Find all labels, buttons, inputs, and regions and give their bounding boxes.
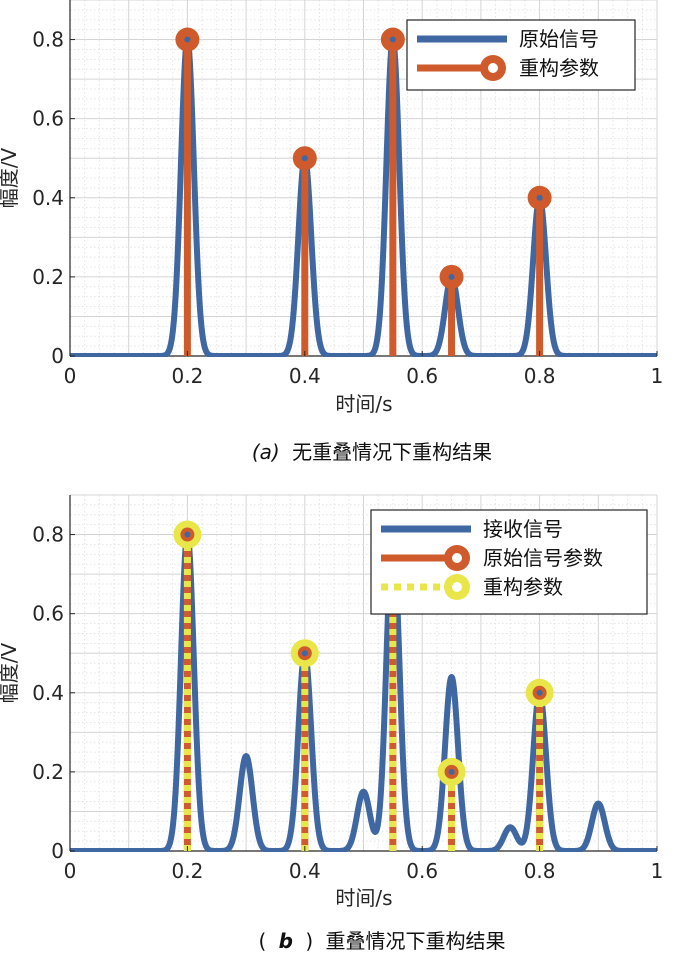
chart-a-stem-marker-dot-4 [448, 273, 455, 280]
chart-b-legend-label-2: 原始信号参数 [483, 546, 603, 570]
chart-b-x-tick-label: 0 [64, 859, 77, 883]
chart-b-legend-label-3: 重构参数 [483, 575, 563, 599]
chart-b-x-tick-label: 0.6 [406, 859, 438, 883]
chart-b-y-tick-label: 0.4 [32, 681, 64, 705]
chart-b-y-tick-label: 0.8 [32, 523, 64, 547]
chart-a-y-tick-label: 0.4 [32, 186, 64, 210]
chart-b: 0 0.2 0.4 0.6 0.8 1 0 0.2 0.4 0.6 0.8 时间/s 幅度/V 接收… [0, 494, 663, 953]
chart-b-x-tick-label: 0.8 [524, 859, 556, 883]
chart-b-caption-open: ( [258, 929, 266, 953]
chart-a-legend-marker-hole-2 [488, 63, 498, 73]
chart-b-x-tick-label: 1 [651, 859, 664, 883]
chart-b-caption: ( b ) 重叠情况下重构结果 [258, 929, 505, 953]
chart-b-dotted-marker-dot-4 [448, 768, 455, 775]
chart-b-y-tick-label: 0.6 [32, 602, 64, 626]
chart-a-caption: (a) 无重叠情况下重构结果 [252, 440, 492, 464]
chart-b-tick-labels: 0 0.2 0.4 0.6 0.8 1 0 0.2 0.4 0.6 0.8 [32, 523, 663, 883]
chart-a-plot-area [70, 27, 658, 357]
chart-a-stem-marker-dot-2 [301, 155, 308, 162]
chart-a-stem-marker-dot-1 [184, 36, 191, 43]
chart-a-x-tick-label: 0.2 [171, 364, 203, 388]
chart-a-y-tick-label: 0.6 [32, 107, 64, 131]
chart-a-stem-marker-dot-3 [389, 36, 396, 43]
chart-b-legend-label-1: 接收信号 [483, 517, 563, 541]
chart-a-stem-marker-dot-5 [536, 194, 543, 201]
chart-a-x-tick-label: 0 [64, 364, 77, 388]
chart-a-x-tick-label: 1 [651, 364, 664, 388]
chart-a-x-tick-label: 0.6 [406, 364, 438, 388]
chart-a-caption-label: (a) [252, 440, 280, 464]
chart-b-dotted-marker-dot-5 [536, 689, 543, 696]
chart-b-legend-marker-hole-2 [452, 553, 462, 563]
chart-b-legend-marker-hole-3 [452, 582, 462, 592]
chart-b-ylabel: 幅度/V [0, 642, 21, 703]
chart-a-legend-box [406, 19, 636, 91]
chart-a-legend-label-1: 原始信号 [519, 27, 599, 51]
chart-b-caption-text: 重叠情况下重构结果 [326, 929, 506, 953]
chart-a-series-1-line [70, 36, 658, 357]
chart-b-series-1-line [70, 531, 658, 852]
chart-a-y-tick-label: 0.8 [32, 28, 64, 52]
chart-a-y-tick-label: 0 [51, 344, 64, 368]
chart-b-caption-close: ) [305, 929, 313, 953]
chart-b-x-tick-label: 0.4 [289, 859, 321, 883]
chart-b-caption-label: b [279, 929, 293, 953]
chart-a-y-tick-label: 0.2 [32, 265, 64, 289]
chart-b-dotted-marker-dot-1 [184, 531, 191, 538]
chart-b-xlabel: 时间/s [335, 886, 392, 910]
chart-b-y-tick-label: 0 [51, 839, 64, 863]
chart-a-ylabel: 幅度/V [0, 147, 21, 208]
chart-a-legend-label-2: 重构参数 [519, 56, 599, 80]
chart-a-x-tick-label: 0.4 [289, 364, 321, 388]
chart-b-dotted-marker-dot-2 [301, 650, 308, 657]
chart-a-caption-text: 无重叠情况下重构结果 [292, 440, 492, 464]
chart-a: 0 0.2 0.4 0.6 0.8 1 0 0.2 0.4 0.6 0.8 时间/s 幅度/V 原始… [0, 0, 663, 464]
chart-b-x-tick-label: 0.2 [171, 859, 203, 883]
chart-b-y-tick-label: 0.2 [32, 760, 64, 784]
chart-a-tick-labels: 0 0.2 0.4 0.6 0.8 1 0 0.2 0.4 0.6 0.8 [32, 28, 663, 388]
chart-a-xlabel: 时间/s [335, 392, 392, 416]
chart-a-x-tick-label: 0.8 [524, 364, 556, 388]
